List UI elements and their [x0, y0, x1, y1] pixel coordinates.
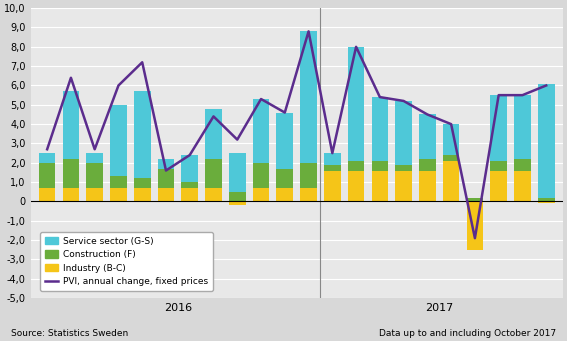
Bar: [39, 153, 56, 163]
Bar: [538, 84, 555, 197]
Bar: [348, 170, 365, 202]
Bar: [277, 188, 293, 202]
Bar: [490, 95, 507, 161]
Bar: [301, 31, 317, 163]
Bar: [419, 115, 435, 159]
Bar: [348, 47, 365, 161]
Bar: [86, 188, 103, 202]
Bar: [395, 101, 412, 165]
Bar: [277, 168, 293, 188]
Bar: [86, 163, 103, 188]
Bar: [62, 91, 79, 159]
Bar: [514, 159, 531, 170]
Bar: [443, 155, 459, 161]
Bar: [514, 95, 531, 159]
Bar: [158, 188, 174, 202]
Bar: [158, 159, 174, 168]
Bar: [253, 163, 269, 188]
Text: Data up to and including October 2017: Data up to and including October 2017: [379, 329, 556, 338]
Text: Source: Statistics Sweden: Source: Statistics Sweden: [11, 329, 129, 338]
Bar: [134, 91, 150, 178]
Bar: [348, 161, 365, 170]
Bar: [229, 192, 246, 202]
Bar: [181, 188, 198, 202]
Bar: [134, 178, 150, 188]
Bar: [39, 188, 56, 202]
Bar: [490, 161, 507, 170]
Bar: [229, 153, 246, 192]
Bar: [205, 159, 222, 188]
Bar: [86, 153, 103, 163]
Bar: [205, 188, 222, 202]
Bar: [371, 161, 388, 170]
Bar: [324, 170, 341, 202]
Bar: [324, 153, 341, 165]
Bar: [110, 176, 127, 188]
Bar: [443, 161, 459, 202]
Bar: [205, 109, 222, 159]
Bar: [110, 188, 127, 202]
Bar: [181, 155, 198, 182]
Bar: [181, 182, 198, 188]
Bar: [110, 105, 127, 176]
Bar: [371, 170, 388, 202]
Bar: [490, 170, 507, 202]
Bar: [371, 97, 388, 161]
Bar: [253, 188, 269, 202]
Bar: [62, 159, 79, 188]
Bar: [395, 165, 412, 170]
Bar: [419, 170, 435, 202]
Bar: [538, 202, 555, 203]
Bar: [538, 197, 555, 202]
Bar: [443, 124, 459, 155]
Bar: [395, 170, 412, 202]
Bar: [229, 202, 246, 205]
Bar: [301, 163, 317, 188]
Bar: [277, 113, 293, 168]
Bar: [253, 99, 269, 163]
Bar: [467, 202, 483, 250]
Bar: [158, 168, 174, 188]
Bar: [324, 165, 341, 170]
Bar: [419, 159, 435, 170]
Bar: [301, 188, 317, 202]
Legend: Service sector (G-S), Construction (F), Industry (B-C), PVI, annual change, fixe: Service sector (G-S), Construction (F), …: [40, 232, 213, 291]
Bar: [62, 188, 79, 202]
Bar: [134, 188, 150, 202]
Bar: [514, 170, 531, 202]
Bar: [39, 163, 56, 188]
Bar: [467, 197, 483, 202]
